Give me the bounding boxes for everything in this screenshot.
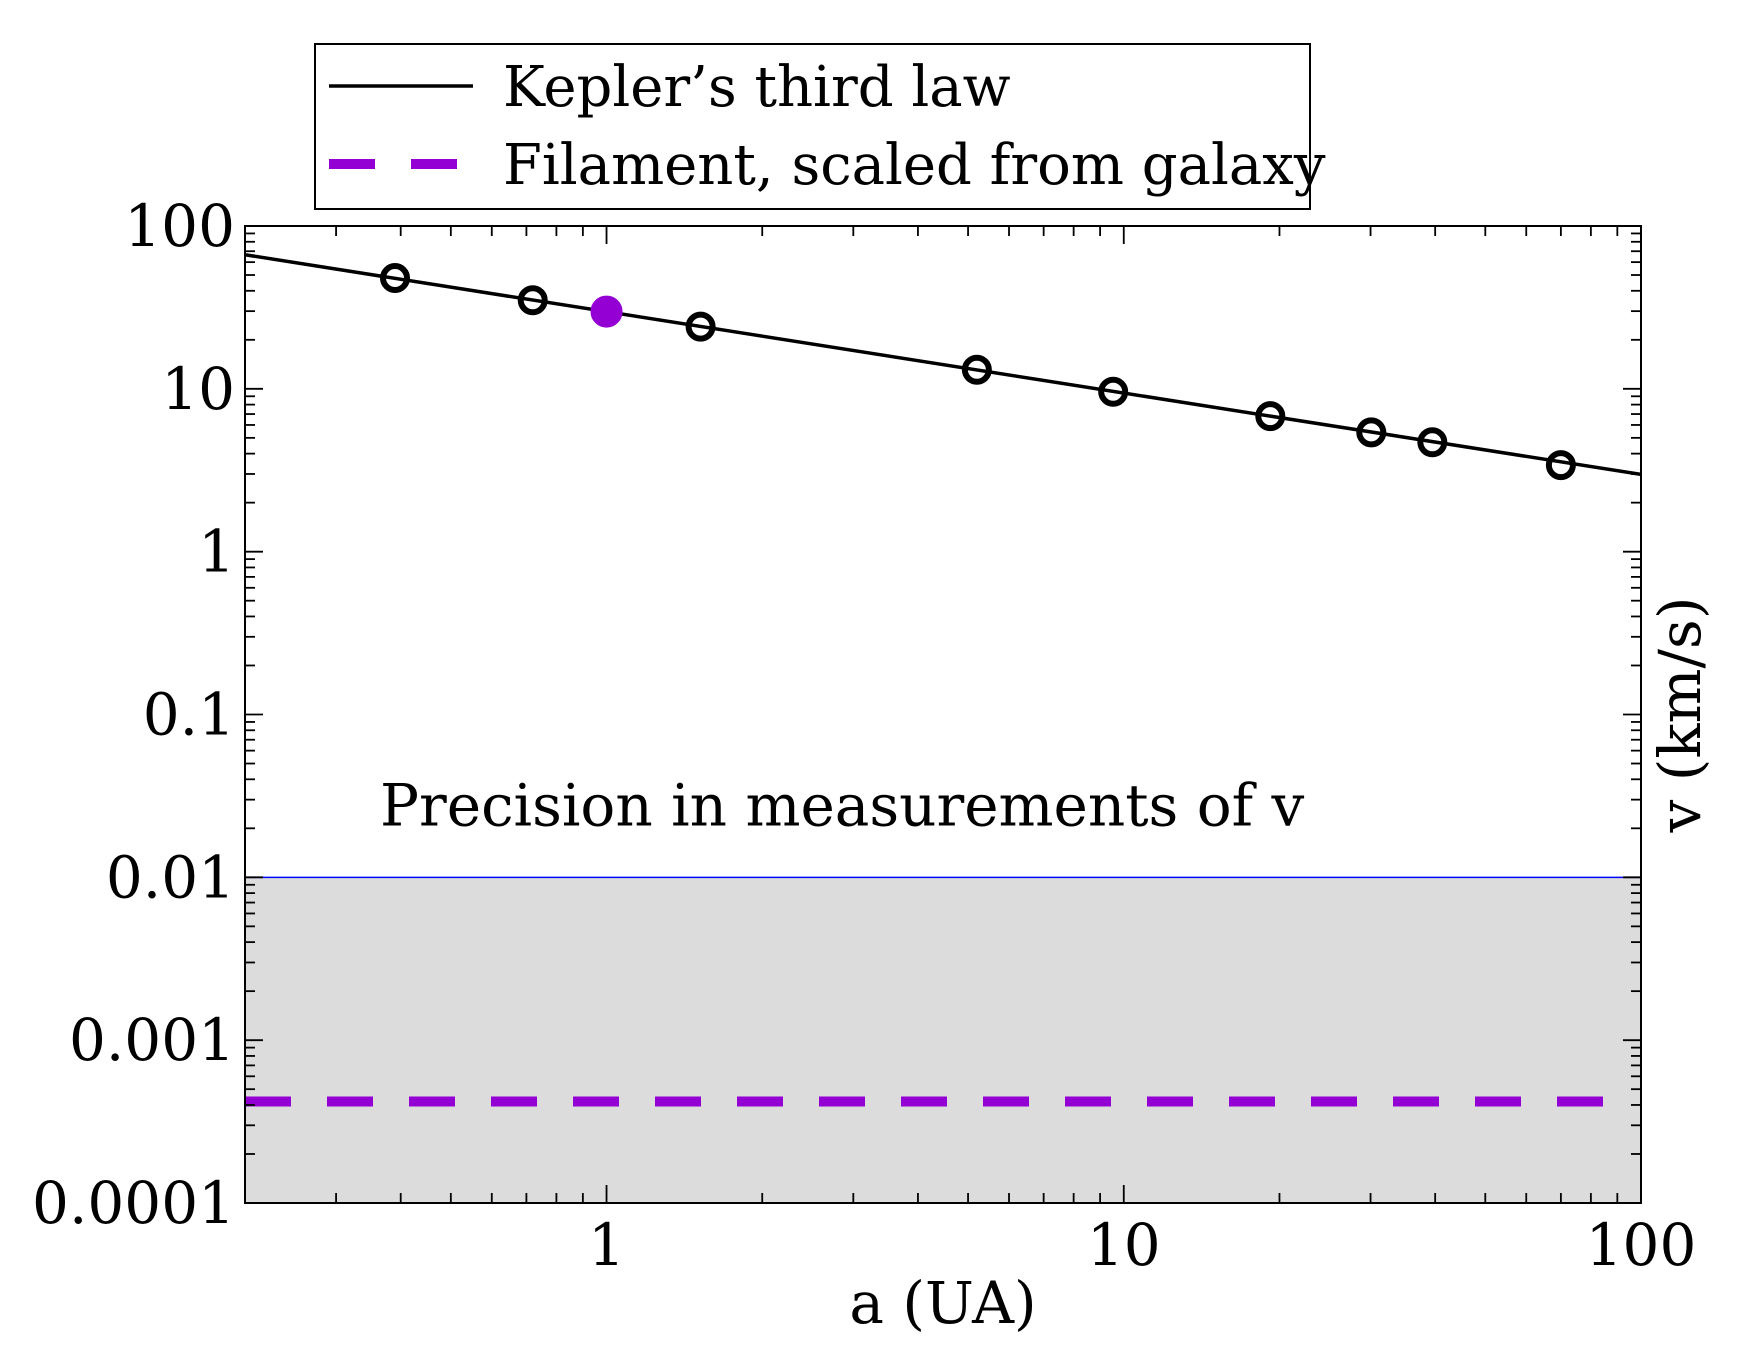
planet-marker [1545,450,1576,481]
axes: 1 10 100 0.0001 0.001 0.01 0.1 1 10 100 a (UA) v (k… [32,192,1714,1337]
plot-area: Precision in measurements of v [245,253,1641,1203]
precision-annotation: Precision in measurements of v [380,772,1305,840]
planet-marker [1098,376,1129,407]
x-tick-label: 100 [1586,1211,1697,1279]
plot-series [245,253,1641,1107]
earth-marker [590,295,623,328]
planet-marker [1417,427,1448,458]
legend-label-kepler: Kepler’s third law [503,55,1011,120]
y-tick-label: 0.1 [143,681,235,749]
legend-box [314,43,1311,210]
planet-marker [1356,417,1387,448]
y-tick-label: 10 [161,355,235,423]
planet-marker [380,263,411,294]
planet-marker [1255,401,1286,432]
y-tick-label: 1 [198,518,235,586]
kepler-law-line [245,253,1641,477]
precision-shaded-region [245,877,1641,1203]
planet-marker [517,285,548,316]
x-axis-label: a (UA) [849,1269,1036,1337]
y-tick-label: 0.0001 [32,1169,235,1237]
planet-marker [685,311,716,342]
legend: Kepler’s third law Filament, scaled from … [314,43,1326,210]
planet-marker [961,354,992,385]
legend-label-filament: Filament, scaled from galaxy [503,133,1326,198]
y-tick-label: 0.001 [69,1006,235,1074]
x-tick-label: 1 [588,1211,625,1279]
y-axis-label: v (km/s) [1646,597,1714,834]
y-tick-label: 0.01 [106,843,235,911]
x-tick-label: 10 [1087,1211,1161,1279]
y-tick-label: 100 [124,192,235,260]
